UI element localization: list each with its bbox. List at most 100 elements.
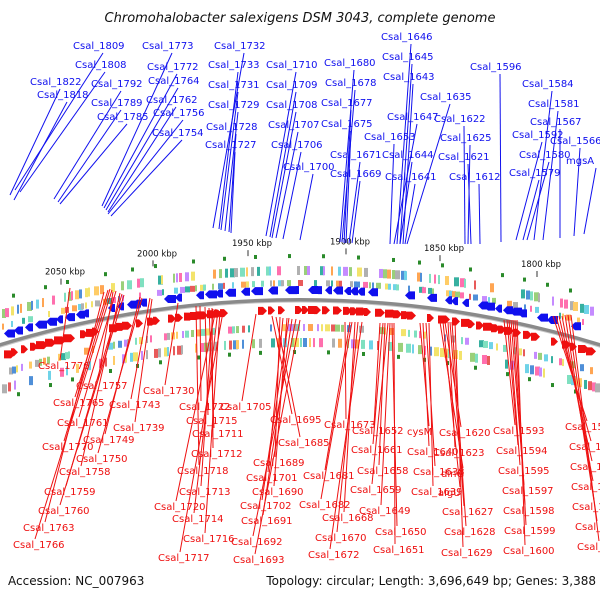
- forward-feature-block: [225, 268, 228, 278]
- forward-gene-label: Csal_1678: [325, 78, 377, 89]
- forward-gene-arrow: [427, 293, 437, 302]
- reverse-feature-block: [113, 355, 115, 365]
- reverse-gene-label: Csal_1670: [315, 533, 367, 544]
- forward-gene-arrow: [175, 293, 182, 302]
- reverse-gene-label: Csal_1757: [76, 381, 128, 392]
- forward-gene-leader-line: [478, 183, 481, 245]
- reverse-feature-block: [505, 359, 508, 369]
- reverse-gene-arrow: [122, 321, 132, 330]
- forward-feature-block: [213, 269, 216, 279]
- forward-feature-block: [538, 293, 540, 303]
- kbp-tick-label: 1850 kbp: [424, 244, 464, 254]
- reverse-gene-leader-line: [59, 294, 125, 506]
- reverse-gene-arrow: [258, 306, 267, 315]
- reverse-feature-block: [146, 335, 148, 343]
- marker-dot: [327, 350, 330, 355]
- reverse-feature-block: [482, 355, 487, 365]
- reverse-feature-block: [525, 364, 529, 374]
- marker-dot: [71, 377, 74, 382]
- forward-feature-block: [564, 299, 568, 309]
- forward-feature-block: [287, 280, 291, 287]
- forward-feature-block: [429, 273, 431, 283]
- forward-gene-leader-line: [542, 110, 559, 241]
- forward-feature-block: [72, 305, 77, 312]
- reverse-gene-arrow: [375, 308, 385, 317]
- forward-feature-block: [314, 280, 317, 287]
- reverse-feature-block: [233, 340, 238, 350]
- genome-backbone: [0, 298, 600, 348]
- reverse-gene-arrow: [322, 306, 330, 315]
- reverse-gene-arrow: [175, 313, 183, 322]
- reverse-feature-block: [379, 327, 384, 335]
- forward-feature-block: [158, 275, 163, 285]
- reverse-gene-label: Csal_1689: [253, 458, 305, 469]
- forward-gene-leader-line: [399, 161, 413, 245]
- reverse-feature-block: [519, 348, 522, 356]
- reverse-gene-arrow: [523, 330, 532, 339]
- reverse-feature-block: [530, 365, 534, 375]
- forward-gene-label: Csal_1669: [330, 169, 382, 180]
- reverse-gene-label: Csal_1690: [252, 487, 304, 498]
- reverse-feature-block: [580, 364, 584, 372]
- reverse-gene-label: dinG: [441, 469, 464, 480]
- reverse-gene-label: Csal_1717: [158, 553, 210, 564]
- forward-feature-block: [85, 302, 87, 309]
- forward-gene-leader-line: [389, 143, 395, 245]
- reverse-gene-label: Csal_1640: [407, 447, 459, 458]
- reverse-gene-leader-line: [262, 318, 293, 516]
- reverse-gene-arrow: [168, 314, 176, 323]
- reverse-gene-label: Csal_1750: [76, 454, 128, 465]
- reverse-gene-leader-line: [503, 319, 516, 426]
- forward-feature-block: [404, 271, 407, 281]
- forward-feature-block: [269, 266, 271, 276]
- forward-feature-block: [273, 280, 275, 287]
- reverse-feature-block: [181, 345, 183, 355]
- forward-gene-leader-line: [19, 71, 106, 193]
- reverse-gene-leader-line: [130, 297, 151, 400]
- reverse-gene-label: Csal_1573: [569, 442, 600, 453]
- reverse-gene-label: Csal_1705: [220, 402, 272, 413]
- marker-dot: [131, 267, 134, 272]
- reverse-gene-arrow: [11, 348, 18, 357]
- forward-gene-leader-line: [522, 179, 540, 241]
- reverse-gene-leader-line: [241, 313, 257, 402]
- forward-gene-leader-line: [573, 147, 581, 237]
- forward-gene-leader-line: [269, 91, 297, 238]
- reverse-feature-block: [331, 324, 336, 332]
- forward-gene-leader-line: [393, 123, 418, 245]
- forward-feature-block: [200, 284, 205, 291]
- reverse-feature-block: [448, 349, 450, 359]
- forward-feature-block: [331, 266, 333, 276]
- reverse-feature-block: [201, 328, 206, 336]
- reverse-gene-label: Csal_1574: [570, 462, 600, 473]
- reverse-gene-label: Csal_1681: [303, 471, 355, 482]
- reverse-gene-leader-line: [252, 318, 297, 537]
- reverse-gene-leader-line: [422, 322, 430, 447]
- forward-gene-leader-line: [103, 73, 178, 209]
- forward-gene-arrow: [357, 287, 365, 296]
- forward-gene-arrow: [518, 309, 527, 318]
- marker-dot: [528, 377, 531, 382]
- forward-gene-leader-line: [467, 163, 472, 245]
- forward-gene-label: Csal_1808: [75, 60, 127, 71]
- reverse-gene-leader-line: [63, 288, 111, 442]
- reverse-gene-label: Csal_1575: [571, 482, 600, 493]
- marker-dot: [501, 273, 504, 278]
- forward-feature-block: [530, 291, 533, 301]
- forward-feature-block: [230, 268, 235, 278]
- forward-gene-leader-line: [404, 183, 416, 245]
- forward-gene-label: Csal_1675: [321, 119, 373, 130]
- forward-gene-label: Csal_1773: [142, 41, 194, 52]
- forward-gene-leader-line: [271, 111, 297, 239]
- reverse-gene-label: Csal_1759: [44, 487, 96, 498]
- reverse-gene-label: Csal_1718: [177, 466, 229, 477]
- marker-dot: [192, 259, 195, 264]
- forward-gene-label: Csal_1792: [91, 79, 143, 90]
- forward-gene-leader-line: [351, 180, 361, 244]
- reverse-gene-label: Csal_1629: [441, 548, 493, 559]
- reverse-feature-block: [167, 332, 170, 340]
- reverse-gene-label: Csal_1577: [575, 522, 600, 533]
- reverse-feature-block: [419, 331, 421, 339]
- forward-gene-label: Csal_1581: [528, 99, 580, 110]
- forward-gene-label: Csal_1621: [438, 152, 490, 163]
